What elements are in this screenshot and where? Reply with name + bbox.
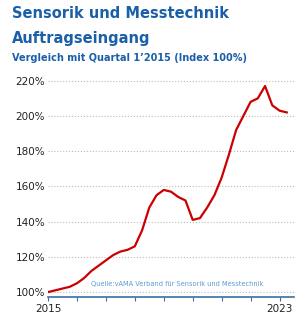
Text: Quelle:vAMA Verband für Sensorik und Messtechnik: Quelle:vAMA Verband für Sensorik und Mes… xyxy=(92,281,264,287)
Text: Sensorik und Messtechnik: Sensorik und Messtechnik xyxy=(12,6,229,21)
Text: Auftragseingang: Auftragseingang xyxy=(12,31,151,46)
Text: Vergleich mit Quartal 1’2015 (Index 100%): Vergleich mit Quartal 1’2015 (Index 100%… xyxy=(12,53,247,63)
